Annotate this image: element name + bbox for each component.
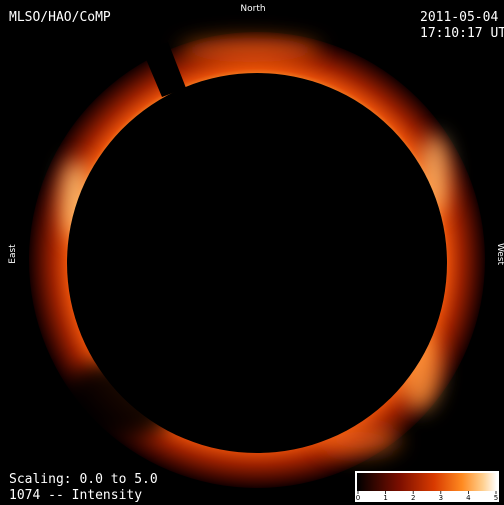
colorbar-tick-label: 1 — [383, 494, 387, 502]
occulter — [67, 73, 447, 453]
colorbar-tick-label: 5 — [494, 494, 498, 502]
colorbar-tick-label: 3 — [439, 494, 443, 502]
product: 1074 -- Intensity — [9, 488, 142, 503]
time: 17:10:17 UTC — [420, 26, 504, 41]
east-label: East — [8, 244, 18, 264]
north-label: North — [240, 4, 265, 14]
occulter-arm — [143, 42, 186, 97]
colorbar-tick-label: 2 — [411, 494, 415, 502]
scaling: Scaling: 0.0 to 5.0 — [9, 472, 158, 487]
colorbar-tick-label: 0 — [356, 494, 360, 502]
west-label: West — [495, 243, 504, 266]
colorbar-ticks: 0 1 2 3 4 5 — [356, 491, 498, 502]
colorbar-tick-label: 4 — [466, 494, 471, 502]
colorbar — [357, 473, 497, 491]
date: 2011-05-04 — [420, 10, 498, 25]
instrument: MLSO/HAO/CoMP — [9, 10, 111, 25]
